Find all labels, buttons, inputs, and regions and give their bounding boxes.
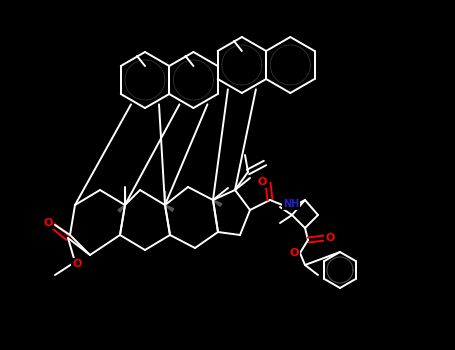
Polygon shape [118,205,125,212]
Polygon shape [165,205,174,211]
Text: O: O [289,248,298,258]
Polygon shape [213,200,222,206]
Text: O: O [72,259,82,269]
Text: O: O [43,218,53,228]
Text: NH: NH [283,199,299,209]
Text: O: O [325,233,335,243]
Text: O: O [258,177,267,187]
